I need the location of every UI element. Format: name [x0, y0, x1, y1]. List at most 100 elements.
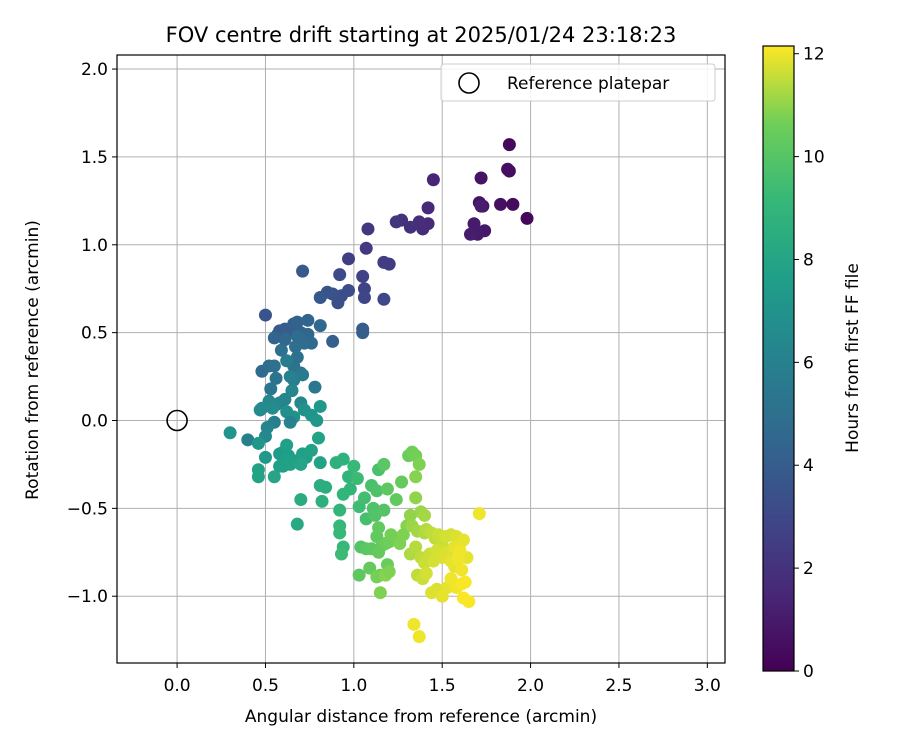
- data-point: [285, 384, 299, 398]
- y-axis-ticks: −1.0 −0.5 0.0 0.5 1.0 1.5 2.0: [67, 60, 117, 607]
- colorbar-tick-label: 2: [803, 559, 814, 579]
- data-point: [266, 401, 280, 415]
- legend-marker-reference: [458, 72, 480, 94]
- legend-label-reference: Reference platepar: [507, 74, 669, 94]
- colorbar-tick-label: 10: [803, 148, 825, 168]
- data-point: [453, 544, 467, 558]
- y-tick-label: −0.5: [67, 499, 108, 519]
- data-point: [283, 370, 297, 384]
- data-point: [357, 491, 371, 505]
- data-point: [264, 382, 278, 396]
- data-point: [290, 517, 304, 531]
- data-point: [426, 173, 440, 187]
- data-point: [389, 215, 403, 229]
- data-point: [301, 313, 315, 327]
- data-point: [382, 565, 396, 579]
- data-point: [363, 561, 377, 575]
- data-point: [506, 197, 520, 211]
- y-tick-label: 2.0: [81, 60, 108, 80]
- data-point: [241, 433, 255, 447]
- legend-box: [440, 63, 716, 102]
- data-point: [283, 415, 297, 429]
- data-point: [223, 426, 237, 440]
- data-point: [313, 319, 327, 333]
- data-point: [290, 350, 304, 364]
- data-point: [520, 211, 534, 225]
- data-point: [283, 457, 297, 471]
- colorbar-tick-label: 12: [803, 45, 825, 65]
- y-tick-label: 1.0: [81, 236, 108, 256]
- data-point: [494, 197, 508, 211]
- data-point: [253, 403, 267, 417]
- data-point: [304, 443, 318, 457]
- data-point: [472, 507, 486, 521]
- data-point: [267, 470, 281, 484]
- colorbar-tick-label: 0: [803, 662, 814, 682]
- plot-area-frame: [116, 54, 726, 664]
- data-point: [419, 566, 433, 580]
- data-point: [389, 493, 403, 507]
- data-point: [251, 436, 265, 450]
- x-tick-label: 0.0: [164, 676, 191, 696]
- data-point: [501, 162, 515, 176]
- data-point: [380, 482, 394, 496]
- data-point: [343, 482, 357, 496]
- data-point: [294, 493, 308, 507]
- data-point: [310, 414, 324, 428]
- data-point: [372, 521, 386, 535]
- data-point: [403, 508, 417, 522]
- data-point: [333, 268, 347, 282]
- data-point: [289, 340, 303, 354]
- data-point: [290, 315, 304, 329]
- data-point: [377, 457, 391, 471]
- data-point: [455, 563, 469, 577]
- data-point: [502, 138, 516, 152]
- x-tick-label: 2.0: [517, 676, 544, 696]
- data-point: [336, 452, 350, 466]
- data-point: [421, 201, 435, 215]
- data-point: [396, 528, 410, 542]
- data-point: [377, 503, 391, 517]
- data-point: [377, 292, 391, 306]
- data-point: [313, 290, 327, 304]
- reference-platepar-marker: [166, 409, 188, 432]
- data-point: [456, 533, 470, 547]
- data-point: [474, 199, 488, 213]
- data-point: [347, 459, 361, 473]
- data-point: [273, 459, 287, 473]
- data-point: [294, 457, 308, 471]
- x-tick-label: 1.0: [340, 676, 367, 696]
- data-point: [342, 252, 356, 266]
- x-tick-label: 3.0: [694, 676, 721, 696]
- chart-title: FOV centre drift starting at 2025/01/24 …: [166, 23, 677, 47]
- data-point: [373, 586, 387, 600]
- y-tick-label: 0.0: [81, 412, 108, 432]
- data-point: [418, 508, 432, 522]
- data-point: [409, 470, 423, 484]
- data-point: [467, 217, 481, 231]
- data-point: [350, 471, 364, 485]
- data-point: [311, 431, 325, 445]
- data-point: [334, 547, 348, 561]
- data-point: [352, 568, 366, 582]
- data-point: [377, 255, 391, 269]
- data-point: [274, 343, 288, 357]
- data-point: [458, 575, 472, 589]
- data-point: [313, 456, 327, 470]
- data-point: [333, 503, 347, 517]
- data-point: [319, 480, 333, 494]
- data-point: [258, 450, 272, 464]
- data-point: [280, 438, 294, 452]
- data-point: [269, 371, 283, 385]
- y-axis-label: Rotation from reference (arcmin): [23, 220, 43, 500]
- colorbar-tick-label: 6: [803, 353, 814, 373]
- data-point: [290, 329, 304, 343]
- x-tick-label: 2.5: [605, 676, 632, 696]
- y-tick-label: −1.0: [67, 587, 108, 607]
- legend: Reference platepar: [440, 63, 716, 102]
- data-point: [326, 334, 340, 348]
- data-point: [315, 494, 329, 508]
- data-point: [278, 333, 292, 347]
- y-tick-label: 1.5: [81, 148, 108, 168]
